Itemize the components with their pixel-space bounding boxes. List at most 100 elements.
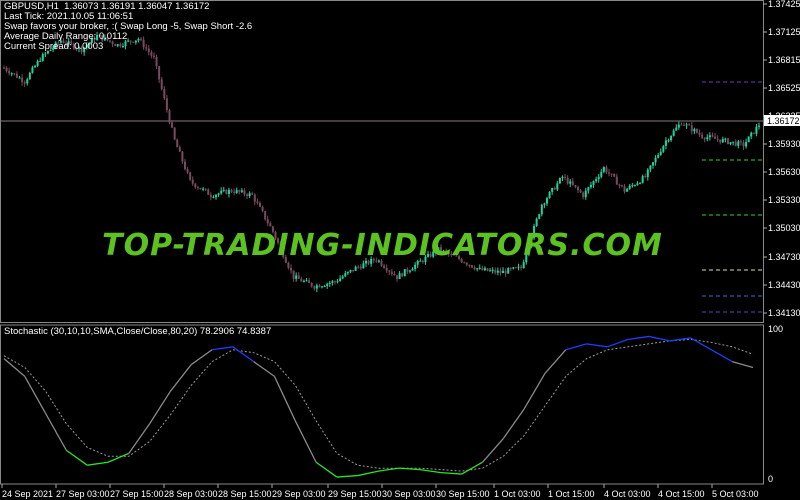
candle-bearish bbox=[155, 54, 158, 70]
candle-body bbox=[758, 125, 760, 127]
candle-body bbox=[752, 132, 755, 134]
candle-body bbox=[67, 41, 70, 44]
candle-bearish bbox=[225, 189, 228, 195]
candle-body bbox=[310, 282, 313, 287]
candle-body bbox=[724, 138, 727, 140]
stochastic-main-segment bbox=[45, 413, 67, 451]
candle-body bbox=[651, 162, 654, 166]
candle-bullish bbox=[85, 42, 88, 50]
candle-bullish bbox=[732, 141, 735, 146]
stochastic-main-segment bbox=[648, 335, 670, 342]
candle-body bbox=[261, 206, 264, 212]
candle-bullish bbox=[339, 275, 342, 282]
candle-body bbox=[450, 253, 453, 255]
candle-bearish bbox=[191, 176, 194, 186]
stochastic-main-segment bbox=[690, 337, 712, 351]
candle-bearish bbox=[176, 138, 179, 148]
stochastic-main-segment bbox=[315, 461, 338, 478]
candle-bullish bbox=[527, 246, 530, 257]
candle-body bbox=[750, 132, 753, 137]
candle-body bbox=[416, 260, 419, 265]
candle-body bbox=[362, 263, 365, 269]
candle-bullish bbox=[77, 46, 80, 53]
candle-body bbox=[98, 34, 101, 36]
candle-bullish bbox=[408, 269, 411, 274]
candle-bullish bbox=[745, 138, 748, 149]
candle-bullish bbox=[592, 180, 595, 188]
candle-bullish bbox=[489, 267, 492, 272]
candle-bearish bbox=[114, 43, 117, 46]
candle-body bbox=[401, 273, 404, 277]
candle-body bbox=[339, 278, 342, 282]
candle-body bbox=[269, 223, 272, 227]
candle-body bbox=[90, 38, 93, 43]
candle-bullish bbox=[36, 59, 39, 68]
candle-bearish bbox=[264, 211, 267, 221]
candle-body bbox=[579, 190, 582, 193]
candle-body bbox=[641, 176, 644, 183]
candle-bearish bbox=[21, 74, 24, 86]
stochastic-main-segment bbox=[149, 390, 171, 425]
candle-bearish bbox=[251, 191, 254, 195]
candle-bearish bbox=[688, 122, 691, 126]
candle-bearish bbox=[287, 261, 290, 270]
candle-body bbox=[566, 177, 569, 184]
candle-body bbox=[189, 172, 192, 180]
candle-body bbox=[80, 47, 83, 53]
candle-bullish bbox=[587, 186, 590, 194]
candle-body bbox=[233, 191, 236, 194]
candle-bearish bbox=[714, 132, 717, 139]
candle-bearish bbox=[385, 264, 388, 273]
candle-bearish bbox=[140, 36, 143, 42]
candle-bearish bbox=[15, 71, 18, 79]
candle-body bbox=[39, 60, 42, 62]
candle-bearish bbox=[357, 265, 360, 269]
stochastic-main-segment bbox=[169, 364, 192, 392]
candle-bullish bbox=[39, 57, 42, 62]
candle-body bbox=[88, 42, 91, 46]
candle-bearish bbox=[183, 158, 186, 171]
candle-body bbox=[364, 260, 367, 264]
candle-bullish bbox=[370, 256, 373, 267]
stochastic-main-segment bbox=[273, 376, 296, 422]
candle-bearish bbox=[233, 188, 236, 196]
candle-bullish bbox=[724, 137, 727, 143]
candle-body bbox=[685, 124, 688, 126]
candle-body bbox=[235, 190, 238, 194]
candle-bearish bbox=[623, 184, 626, 194]
candle-body bbox=[403, 269, 406, 277]
candle-bullish bbox=[522, 259, 525, 269]
candle-body bbox=[551, 187, 554, 192]
candle-body bbox=[584, 190, 587, 198]
candle-bearish bbox=[571, 178, 574, 186]
candle-bullish bbox=[34, 64, 37, 68]
candle-bullish bbox=[31, 65, 34, 74]
candle-bullish bbox=[323, 284, 326, 287]
candle-bullish bbox=[398, 270, 401, 280]
candle-bullish bbox=[127, 38, 130, 43]
stochastic-main-segment bbox=[502, 408, 525, 439]
candle-bullish bbox=[121, 43, 124, 48]
candle-body bbox=[719, 139, 722, 143]
candle-bearish bbox=[574, 184, 577, 189]
stochastic-main-segment bbox=[211, 346, 233, 351]
candle-body bbox=[388, 270, 391, 272]
candle-bearish bbox=[388, 269, 391, 276]
candle-bearish bbox=[618, 183, 621, 189]
candle-bullish bbox=[364, 257, 367, 267]
candle-bullish bbox=[437, 247, 440, 254]
candle-body bbox=[70, 41, 73, 44]
current-price-tag-bg bbox=[764, 115, 800, 126]
candle-body bbox=[504, 270, 507, 274]
price-axis-label: 1.35630 bbox=[768, 167, 800, 177]
stochastic-main-segment bbox=[294, 420, 317, 463]
candle-body bbox=[106, 37, 109, 41]
candle-body bbox=[659, 151, 662, 155]
candle-body bbox=[331, 281, 334, 283]
candle-body bbox=[670, 135, 673, 141]
candle-bullish bbox=[672, 128, 675, 137]
candle-body bbox=[672, 130, 675, 136]
candle-body bbox=[548, 191, 551, 199]
